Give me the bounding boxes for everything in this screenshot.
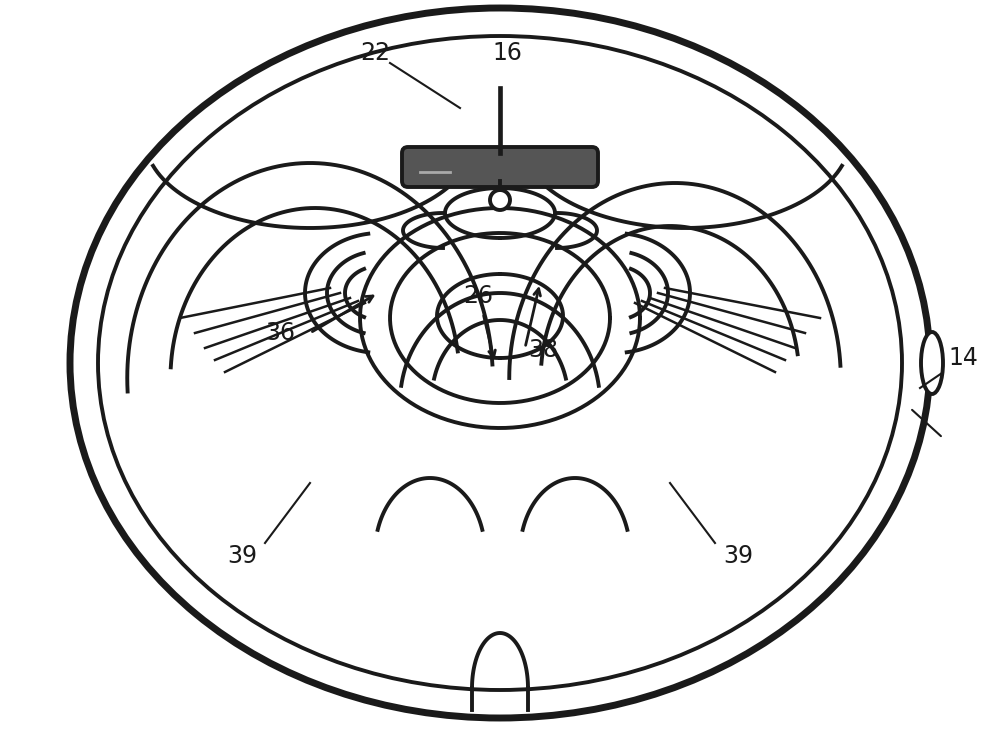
Text: 22: 22 xyxy=(360,41,390,65)
Text: 38: 38 xyxy=(528,338,558,362)
Text: 14: 14 xyxy=(948,346,978,370)
Text: 39: 39 xyxy=(723,544,753,568)
Text: 36: 36 xyxy=(265,321,295,345)
Text: 39: 39 xyxy=(227,544,257,568)
Circle shape xyxy=(490,190,510,210)
FancyBboxPatch shape xyxy=(402,147,598,187)
Text: 26: 26 xyxy=(463,284,493,308)
Ellipse shape xyxy=(70,8,930,718)
Ellipse shape xyxy=(921,332,943,394)
Text: 16: 16 xyxy=(492,41,522,65)
